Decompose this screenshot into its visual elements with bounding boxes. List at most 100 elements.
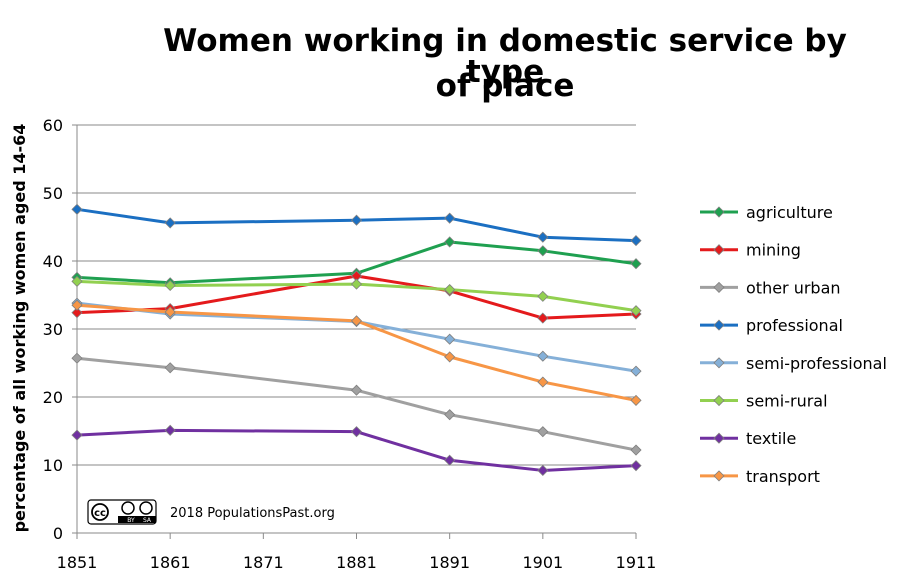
data-point xyxy=(164,217,176,229)
series-group xyxy=(71,203,642,477)
x-tick-label: 1851 xyxy=(57,553,98,572)
legend-marker xyxy=(713,206,725,218)
data-point xyxy=(350,214,363,226)
legend-item: transport xyxy=(700,467,820,486)
legend-item: semi-professional xyxy=(700,354,887,373)
data-point xyxy=(164,424,176,436)
legend-item: mining xyxy=(700,241,801,260)
data-point xyxy=(71,429,83,441)
legend-marker xyxy=(713,394,725,407)
series-line xyxy=(76,240,637,285)
data-point xyxy=(537,464,549,477)
data-point xyxy=(630,305,642,317)
data-point xyxy=(630,460,642,472)
legend-marker xyxy=(713,357,725,369)
series-line xyxy=(76,301,637,373)
data-point xyxy=(71,203,83,215)
data-point xyxy=(630,235,642,247)
x-tick-label: 1861 xyxy=(150,553,191,572)
series-line xyxy=(76,207,637,243)
x-tick-label: 1881 xyxy=(336,553,377,572)
svg-text:BY: BY xyxy=(127,517,135,524)
data-point xyxy=(630,258,642,270)
legend-marker xyxy=(713,432,725,444)
legend-label: textile xyxy=(746,429,796,448)
data-point xyxy=(350,426,363,438)
y-tick-label: 30 xyxy=(43,320,63,339)
legend-item: semi-rural xyxy=(700,392,828,411)
data-point xyxy=(350,315,363,327)
legend-marker xyxy=(713,319,725,331)
data-point xyxy=(164,306,176,318)
y-tick-label: 20 xyxy=(43,388,63,407)
by-icon xyxy=(121,501,135,515)
series-other-urban xyxy=(71,352,642,456)
legend-marker xyxy=(713,470,725,482)
x-tick-label: 1901 xyxy=(522,553,563,572)
data-point xyxy=(537,312,549,324)
data-point xyxy=(444,409,456,421)
svg-text:cc: cc xyxy=(94,508,106,519)
cc-icon xyxy=(91,503,109,521)
series-line xyxy=(76,274,637,320)
data-point xyxy=(630,365,642,377)
legend-marker xyxy=(713,281,725,293)
legend-item: agriculture xyxy=(700,203,833,222)
svg-text:SA: SA xyxy=(143,517,152,524)
x-tick-label: 1871 xyxy=(243,553,284,572)
sa-icon xyxy=(139,501,153,515)
y-axis-label: percentage of all working women aged 14-… xyxy=(10,124,29,533)
y-tick-label: 0 xyxy=(53,524,63,543)
data-point xyxy=(164,362,176,374)
y-tick-label: 40 xyxy=(43,252,63,271)
legend-label: semi-rural xyxy=(746,392,828,411)
chart-title-line-2: of place xyxy=(435,68,575,104)
data-point xyxy=(537,290,549,302)
series-line xyxy=(76,303,637,402)
data-point xyxy=(71,275,83,287)
legend-item: other urban xyxy=(700,278,841,297)
series-transport xyxy=(71,299,642,406)
data-point xyxy=(537,426,549,438)
data-point xyxy=(537,245,549,257)
data-point xyxy=(444,283,456,296)
axes: 0 10 20 30 40 50 60 1851 1861 1871 1881 1891 1901 191… xyxy=(43,116,657,572)
series-line xyxy=(76,356,637,452)
series-semi-rural xyxy=(71,275,642,317)
series-textile xyxy=(71,424,642,477)
gridlines xyxy=(77,124,636,466)
legend-label: semi-professional xyxy=(746,354,887,373)
data-point xyxy=(444,333,456,345)
credit-box: cc BY SA 2018 PopulationsPast.org xyxy=(87,499,335,525)
legend-item: professional xyxy=(700,316,843,335)
legend-label: professional xyxy=(746,316,843,335)
data-point xyxy=(630,394,642,406)
legend-item: textile xyxy=(700,429,796,448)
legend-label: other urban xyxy=(746,278,841,297)
x-tick-label: 1891 xyxy=(429,553,470,572)
data-point xyxy=(630,444,642,456)
credit-text: 2018 PopulationsPast.org xyxy=(170,506,335,521)
data-point xyxy=(537,376,549,388)
data-point xyxy=(71,299,83,311)
series-line xyxy=(76,279,637,313)
y-tick-label: 10 xyxy=(43,456,63,475)
data-point xyxy=(71,307,83,319)
data-point xyxy=(164,279,176,292)
data-point xyxy=(350,278,363,290)
data-point xyxy=(444,454,456,466)
legend-marker xyxy=(713,244,725,256)
data-point xyxy=(71,352,83,364)
series-professional xyxy=(71,203,642,247)
legend-label: agriculture xyxy=(746,203,833,222)
data-point xyxy=(537,350,549,362)
data-point xyxy=(350,384,363,396)
data-point xyxy=(444,212,456,224)
legend-label: transport xyxy=(746,467,820,486)
data-point xyxy=(444,236,456,248)
y-tick-label: 50 xyxy=(43,184,63,203)
series-line xyxy=(76,428,637,472)
legend: agriculture mining other urban professional… xyxy=(700,203,887,486)
